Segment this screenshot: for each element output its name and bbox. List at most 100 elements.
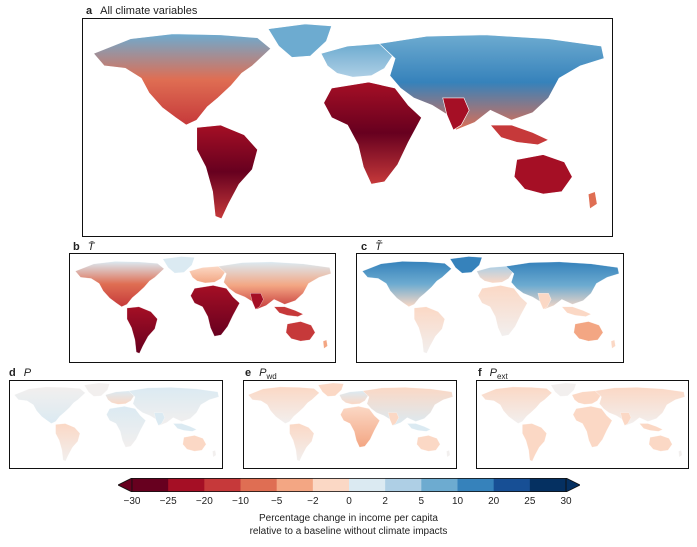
landmass-seasia — [406, 423, 431, 432]
landmass-asia — [378, 34, 605, 131]
colorbar-segment — [385, 478, 422, 492]
landmass-samerica — [414, 306, 445, 354]
panel-b-label: b T̄ — [73, 241, 94, 253]
panel-subscript: ext — [497, 372, 508, 382]
colorbar-segment — [132, 478, 169, 492]
landmass-nz — [678, 450, 683, 458]
colorbar-tick-label: −25 — [159, 496, 177, 507]
landmass-greenland — [550, 382, 577, 397]
landmass-nz — [610, 339, 616, 349]
landmass-africa — [106, 406, 146, 448]
landmass-namerica — [481, 386, 553, 424]
landmass-greenland — [83, 382, 110, 397]
colorbar-tick-label: −20 — [195, 496, 213, 507]
panel-letter: a — [86, 5, 93, 17]
panel-letter: e — [245, 367, 252, 379]
colorbar-tick-label: −10 — [232, 496, 249, 507]
landmass-greenland — [267, 23, 333, 58]
panel-e-label: e Pwd — [245, 367, 277, 383]
landmass-india — [250, 293, 264, 310]
colorbar-segment — [529, 478, 567, 492]
colorbar-tick-label: 2 — [382, 496, 388, 507]
colorbar-tick-label: 20 — [488, 496, 500, 507]
landmass-samerica — [126, 306, 158, 354]
landmass-namerica — [14, 386, 86, 424]
panel-letter: c — [361, 241, 368, 253]
colorbar-tick-label: 0 — [346, 496, 352, 507]
map-panel-a — [82, 18, 613, 237]
landmass-australia — [648, 435, 673, 452]
landmass-namerica — [75, 261, 165, 307]
landmass-samerica — [55, 423, 81, 462]
colorbar-label-line1: Percentage change in income per capita — [258, 513, 438, 524]
panel-symbol: P — [23, 367, 32, 379]
landmass-seasia — [273, 306, 304, 317]
landmass-asia — [594, 387, 685, 426]
landmass-africa — [477, 285, 528, 337]
panel-symbol: T̄ — [87, 241, 95, 253]
landmass-africa — [340, 406, 380, 448]
landmass-seasia — [489, 124, 550, 146]
colorbar-segment — [276, 478, 314, 492]
landmass-asia — [218, 261, 332, 310]
colorbar-tick-label: 10 — [451, 496, 464, 507]
colorbar-tick-label: 5 — [418, 496, 425, 507]
colorbar-segment — [457, 478, 495, 492]
landmass-asia — [128, 387, 219, 426]
colorbar-extend-high — [565, 478, 580, 492]
colorbar-segment — [421, 478, 458, 492]
landmass-india — [620, 412, 632, 426]
landmass-asia — [505, 261, 620, 310]
map-panel-e — [243, 380, 457, 469]
landmass-india — [388, 412, 399, 426]
landmass-namerica — [362, 261, 452, 307]
colorbar-label-line2: relative to a baseline without climate i… — [249, 526, 448, 537]
panel-c-label: c T̃ — [361, 241, 382, 253]
colorbar-extend-low — [118, 478, 133, 492]
landmass-nz — [212, 450, 217, 458]
landmass-nz — [446, 450, 451, 458]
landmass-europe — [320, 43, 393, 78]
landmass-greenland — [317, 382, 344, 397]
colorbar-segment — [349, 478, 386, 492]
landmass-australia — [285, 321, 316, 342]
landmass-seasia — [561, 306, 592, 317]
panel-a-label: a All climate variables — [86, 5, 197, 17]
colorbar-tick-label: −5 — [270, 496, 283, 507]
landmass-australia — [416, 435, 441, 452]
landmass-europe — [476, 266, 513, 284]
landmass-nz — [587, 191, 598, 210]
colorbar-tick-label: −30 — [123, 496, 141, 507]
panel-letter: f — [478, 367, 482, 379]
landmass-samerica — [522, 423, 547, 462]
landmass-india — [537, 293, 552, 310]
landmass-australia — [513, 154, 573, 195]
landmass-greenland — [162, 256, 195, 274]
map-panel-b — [69, 253, 336, 363]
landmass-namerica — [248, 386, 320, 424]
panel-symbol: P — [259, 367, 267, 379]
landmass-europe — [571, 390, 601, 405]
panel-title: All climate variables — [100, 5, 198, 17]
panel-symbol: P — [489, 367, 498, 379]
colorbar-segment — [493, 478, 531, 492]
map-panel-f — [476, 380, 689, 469]
colorbar-tick-label: 25 — [524, 496, 536, 507]
landmass-australia — [573, 321, 604, 342]
landmass-seasia — [639, 423, 663, 432]
panel-subscript: wd — [266, 372, 277, 382]
colorbar-frame — [131, 478, 567, 492]
landmass-asia — [362, 387, 453, 426]
panel-letter: b — [73, 241, 80, 253]
map-panel-c — [356, 253, 624, 363]
colorbar — [118, 478, 580, 492]
map-panel-d — [9, 380, 223, 469]
landmass-namerica — [93, 33, 272, 126]
colorbar-segment — [204, 478, 241, 492]
landmass-africa — [572, 406, 613, 448]
landmass-seasia — [172, 423, 197, 432]
colorbar-segment — [240, 478, 278, 492]
landmass-australia — [182, 435, 207, 452]
colorbar-segment — [312, 478, 350, 492]
